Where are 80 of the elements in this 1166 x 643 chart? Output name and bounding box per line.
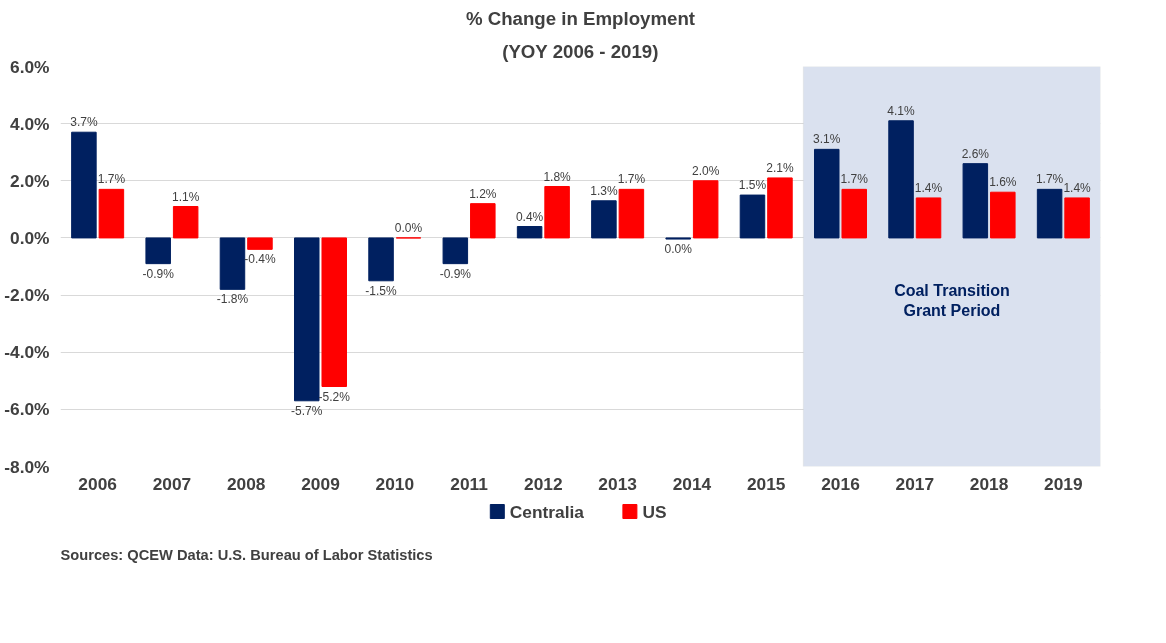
data-label: -5.7%: [291, 403, 323, 418]
x-tick-label: 2015: [746, 473, 786, 494]
legend-label: US: [642, 501, 667, 522]
x-tick-label: 2008: [226, 473, 266, 494]
data-label: 2.0%: [692, 163, 720, 178]
x-tick-label: 2017: [895, 473, 935, 494]
bar: [219, 237, 246, 290]
data-label: 1.2%: [469, 186, 497, 201]
bar: [247, 237, 273, 250]
y-tick-label: 2.0%: [10, 170, 50, 191]
x-tick-label: 2007: [152, 473, 192, 494]
data-label: 1.7%: [97, 172, 126, 187]
bar: [692, 180, 719, 239]
data-label: 1.5%: [738, 178, 767, 193]
bar: [990, 191, 1016, 239]
data-label: 4.1%: [887, 103, 916, 118]
data-label: 1.7%: [1035, 172, 1064, 187]
data-label: -0.9%: [142, 266, 175, 281]
x-tick-label: 2012: [524, 473, 563, 494]
chart-subtitle: (YOY 2006 - 2019): [502, 40, 659, 62]
bar: [321, 237, 347, 387]
data-label: 1.4%: [914, 180, 943, 195]
bar: [145, 237, 171, 265]
legend-label: Centralia: [509, 501, 585, 522]
data-label: 1.1%: [172, 189, 200, 204]
bar: [98, 188, 125, 239]
bar: [915, 197, 942, 239]
bar: [294, 237, 320, 402]
bar: [368, 237, 394, 282]
band-label: Coal Transition Grant Period: [894, 282, 1010, 320]
x-tick-label: 2006: [78, 473, 118, 494]
bar: [591, 200, 617, 239]
x-tick-label: 2019: [1044, 473, 1083, 494]
bar: [544, 186, 570, 239]
bar: [618, 188, 645, 239]
data-label: 1.4%: [1063, 180, 1092, 195]
bar: [442, 237, 469, 265]
data-label: 0.0%: [664, 242, 693, 257]
y-tick-label: 4.0%: [10, 113, 50, 134]
y-tick-label: 0.0%: [10, 227, 50, 248]
x-tick-label: 2013: [598, 473, 638, 494]
y-tick-label: -4.0%: [4, 342, 50, 363]
x-tick-label: 2010: [375, 473, 415, 494]
bar: [814, 148, 840, 239]
bar: [516, 226, 543, 239]
y-tick-label: 6.0%: [10, 56, 50, 77]
bar: [1036, 188, 1063, 239]
data-label: 1.3%: [590, 183, 618, 198]
data-label: 1.7%: [617, 172, 646, 187]
x-tick-label: 2018: [969, 473, 1009, 494]
data-label: 1.6%: [989, 175, 1017, 190]
x-tick-label: 2014: [672, 473, 712, 494]
bar: [767, 177, 793, 239]
bar: [962, 163, 989, 239]
bar: [172, 206, 199, 239]
bar: [739, 194, 766, 239]
bar: [470, 203, 496, 239]
data-label: 0.0%: [394, 220, 423, 235]
data-label: 0.4%: [515, 209, 544, 224]
bar: [841, 188, 867, 239]
x-tick-label: 2016: [821, 473, 861, 494]
x-tick-label: 2009: [301, 473, 340, 494]
source-note: Sources: QCEW Data: U.S. Bureau of Labor Statistics: [60, 546, 433, 563]
data-label: 3.7%: [70, 115, 98, 130]
y-tick-label: -2.0%: [4, 285, 50, 306]
data-label: 3.1%: [813, 132, 841, 147]
x-tick-label: 2011: [450, 473, 489, 494]
data-label: -1.5%: [365, 283, 398, 298]
data-label: 1.8%: [543, 169, 572, 184]
bar: [71, 131, 97, 239]
data-label: -0.9%: [439, 266, 472, 281]
data-label: -1.8%: [216, 292, 249, 307]
y-tick-label: -8.0%: [4, 456, 50, 477]
bar: [888, 120, 914, 239]
y-tick-label: -6.0%: [4, 399, 50, 420]
data-label: 2.1%: [766, 160, 794, 175]
bar: [1064, 197, 1090, 239]
data-label: 2.6%: [961, 146, 990, 161]
chart-title: % Change in Employment: [465, 7, 696, 29]
data-label: 1.7%: [840, 172, 869, 187]
